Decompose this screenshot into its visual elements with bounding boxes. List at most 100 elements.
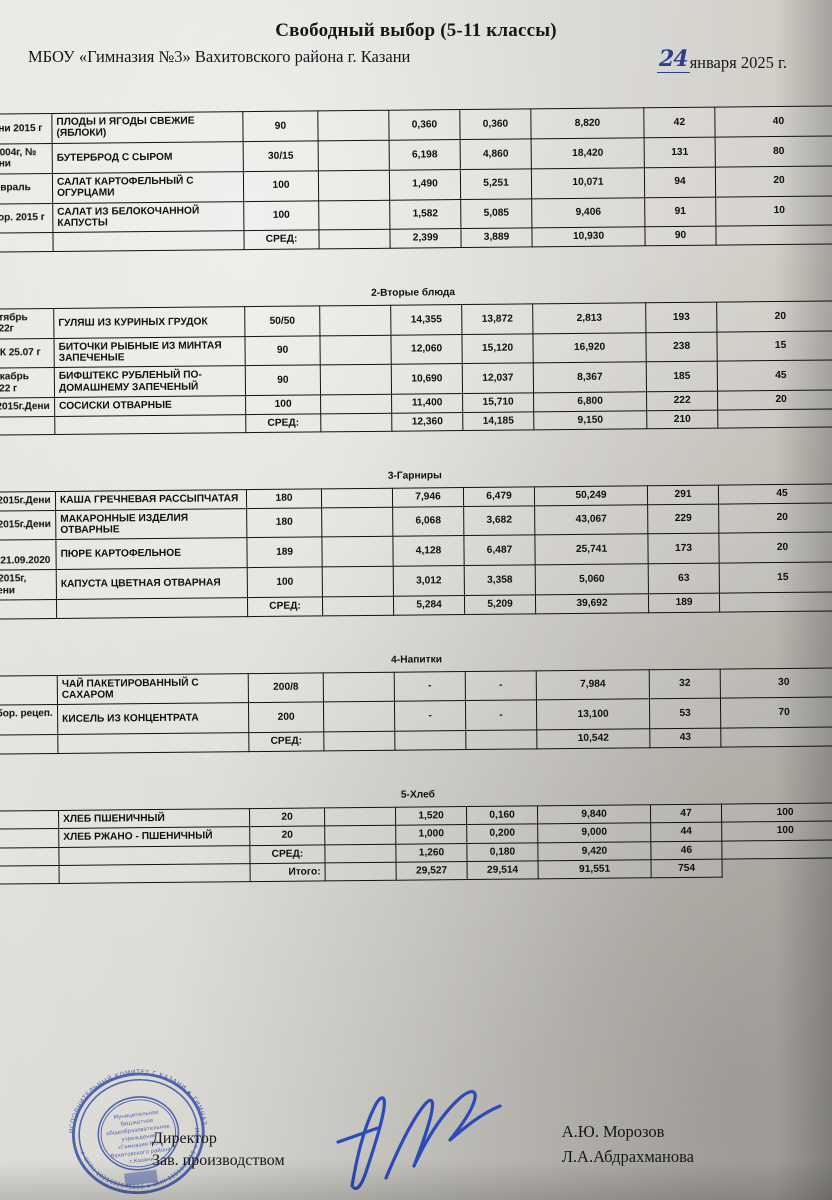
date-handwritten: 24 bbox=[656, 46, 690, 73]
cell-protein: 6,068 bbox=[392, 506, 464, 537]
cell-carbs: 5,060 bbox=[535, 564, 649, 595]
cell-empty bbox=[319, 334, 392, 366]
cell-carbs: 39,692 bbox=[535, 593, 649, 614]
cell-quantity: 15 bbox=[716, 330, 832, 362]
cell-portion-out: 200/8 bbox=[248, 672, 324, 704]
cell-protein: 3,012 bbox=[393, 565, 465, 597]
cell-fat: 14,185 bbox=[462, 411, 534, 431]
cell-quantity: 100 bbox=[721, 820, 832, 841]
cell-kcal: 229 bbox=[647, 503, 719, 535]
cell-portion-out: 30/15 bbox=[243, 140, 319, 172]
cell-fat: 6,487 bbox=[463, 535, 536, 566]
cell-tech-card-ref: 3/2004г, № Дени bbox=[0, 143, 53, 174]
cell-fat: 6,479 bbox=[463, 487, 535, 507]
cell-protein: 7,946 bbox=[392, 487, 464, 507]
group-caption-label: 2-Вторые блюда bbox=[371, 287, 456, 300]
cell-protein: 1,260 bbox=[395, 843, 468, 863]
cell-dish-name bbox=[59, 863, 251, 884]
cell-kcal: 185 bbox=[646, 361, 718, 393]
cell-tech-card-ref bbox=[0, 865, 60, 885]
cell-quantity: 40 bbox=[714, 105, 832, 137]
group-caption-row: 2-Вторые блюда bbox=[0, 260, 832, 309]
cell-quantity bbox=[720, 727, 832, 747]
cell-tech-card-ref bbox=[0, 828, 59, 848]
date-line: 24 января 2025 г. bbox=[656, 46, 787, 74]
cell-kcal: 47 bbox=[650, 803, 722, 823]
cell-empty bbox=[320, 394, 392, 414]
cell-tech-card-ref: сбор. рецеп. г bbox=[0, 704, 58, 736]
cell-carbs: 18,420 bbox=[531, 137, 645, 169]
cell-protein: 2,399 bbox=[389, 228, 462, 249]
cell-dish-name: ПЛОДЫ И ЯГОДЫ СВЕЖИЕ (ЯБЛОКИ) bbox=[51, 111, 244, 144]
cell-protein: 6,198 bbox=[389, 139, 461, 170]
group-caption-row: 3-Гарниры bbox=[0, 444, 832, 493]
cell-dish-name: БИФШТЕКС РУБЛЕНЫЙ ПО-ДОМАШНЕМУ ЗАПЕЧЕНЫЙ bbox=[54, 366, 246, 398]
cell-protein: - bbox=[394, 700, 466, 732]
cell-quantity: 20 bbox=[715, 165, 832, 197]
cell-average-label: СРЕД: bbox=[248, 732, 324, 752]
cell-dish-name: КАША ГРЕЧНЕВАЯ РАССЫПЧАТАЯ bbox=[55, 489, 247, 511]
cell-kcal: 193 bbox=[645, 301, 717, 333]
cell-fat: 0,180 bbox=[466, 842, 539, 862]
cell-carbs: 8,820 bbox=[530, 107, 645, 139]
cell-kcal: 63 bbox=[648, 563, 720, 594]
cell-fat: 5,209 bbox=[464, 594, 536, 615]
cell-portion-out: 20 bbox=[249, 807, 325, 827]
cell-protein: 0,360 bbox=[388, 109, 461, 141]
cell-tech-card-ref: Дени 2015 г bbox=[0, 113, 53, 145]
cell-kcal: 42 bbox=[643, 107, 716, 138]
cell-carbs: 9,406 bbox=[531, 197, 645, 229]
cell-empty bbox=[323, 701, 395, 733]
cell-empty bbox=[322, 596, 394, 616]
cell-kcal: 131 bbox=[644, 136, 716, 168]
cell-quantity: 15 bbox=[719, 562, 832, 594]
role-director: Директор bbox=[152, 1130, 217, 1147]
cell-tech-card-ref: октябрь 2022г bbox=[0, 308, 54, 339]
cell-tech-card-ref: ту от21.09.2020 bbox=[0, 539, 57, 571]
cell-tech-card-ref: сбор. 2015 г bbox=[0, 203, 53, 234]
cell-empty bbox=[324, 825, 396, 845]
group-caption-label: 4-Напитки bbox=[391, 654, 443, 666]
cell-quantity: 45 bbox=[718, 484, 832, 504]
cell-quantity: 45 bbox=[717, 360, 832, 392]
cell-quantity: 80 bbox=[715, 135, 832, 167]
signature-roles: Директор Зав. производством bbox=[152, 1128, 285, 1171]
cell-kcal: 173 bbox=[647, 533, 720, 565]
cell-dish-name: СОСИСКИ ОТВАРНЫЕ bbox=[54, 395, 246, 417]
cell-fat: - bbox=[465, 700, 537, 731]
group-caption-row: 4-Напитки bbox=[0, 627, 832, 676]
cell-protein: 12,360 bbox=[391, 412, 463, 432]
cell-average-label: СРЕД: bbox=[247, 597, 323, 617]
cell-portion-out: 200 bbox=[248, 702, 324, 733]
cell-protein: 14,355 bbox=[390, 304, 462, 335]
page-edge-shadow-bottom bbox=[0, 1160, 832, 1200]
cell-carbs: 43,067 bbox=[534, 504, 648, 536]
cell-empty bbox=[323, 671, 395, 703]
cell-kcal: 32 bbox=[649, 668, 721, 700]
cell-carbs: 91,551 bbox=[538, 859, 652, 880]
cell-kcal: 90 bbox=[644, 226, 717, 246]
cell-empty bbox=[318, 140, 390, 171]
cell-empty bbox=[320, 412, 392, 433]
cell-portion-out: 100 bbox=[245, 395, 321, 415]
cell-carbs: 10,071 bbox=[531, 167, 645, 199]
cell-tech-card-ref: февраль bbox=[0, 173, 53, 204]
cell-dish-name: МАКАРОННЫЕ ИЗДЕЛИЯ ОТВАРНЫЕ bbox=[55, 508, 247, 540]
cell-quantity bbox=[715, 225, 832, 245]
cell-quantity: 20 bbox=[718, 502, 832, 534]
cell-carbs: 9,000 bbox=[537, 822, 651, 843]
cell-protein bbox=[394, 730, 466, 750]
cell-carbs: 9,420 bbox=[537, 841, 652, 861]
cell-protein: 1,490 bbox=[389, 169, 461, 200]
cell-protein: 1,582 bbox=[389, 199, 461, 230]
cell-protein: 5,284 bbox=[393, 595, 465, 615]
svg-text:★ ОГРН 1021602841250 ★ ИНН 165: ★ ОГРН 1021602841250 ★ ИНН 1655035519 ★ … bbox=[44, 1048, 208, 1200]
menu-table: Дени 2015 г ПЛОДЫ И ЯГОДЫ СВЕЖИЕ (ЯБЛОКИ)… bbox=[0, 105, 832, 885]
cell-carbs: 10,542 bbox=[536, 729, 650, 749]
page-title: Свободный выбор (5-11 классы) bbox=[275, 20, 557, 41]
cell-empty bbox=[322, 566, 394, 598]
cell-tech-card-ref bbox=[0, 599, 57, 619]
cell-carbs: 10,930 bbox=[531, 227, 646, 247]
date-rest: января 2025 г. bbox=[689, 53, 787, 72]
